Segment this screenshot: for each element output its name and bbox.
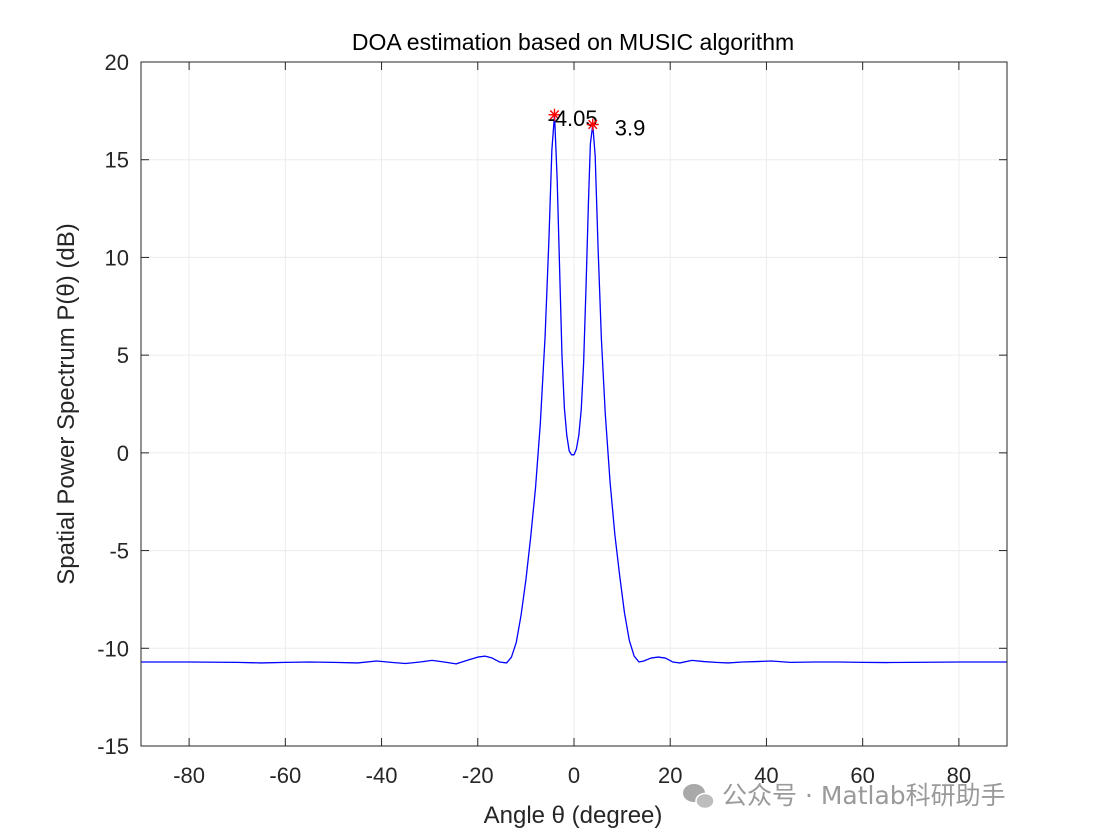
peak-marker	[586, 118, 599, 131]
spectrum-line	[141, 114, 1007, 665]
x-tick-label: 40	[754, 763, 778, 788]
y-tick-label: -10	[97, 636, 129, 661]
peak-label: -4.05	[548, 106, 598, 131]
x-tick-label: 80	[947, 763, 971, 788]
x-tick-label: -80	[173, 763, 205, 788]
y-tick-label: -15	[97, 734, 129, 759]
watermark-text: 公众号 · Matlab科研助手	[722, 781, 1006, 810]
watermark: 公众号 · Matlab科研助手	[683, 781, 1006, 810]
x-tick-label: 20	[658, 763, 682, 788]
peak-label: 3.9	[615, 116, 646, 141]
y-tick-label: 0	[117, 441, 129, 466]
y-tick-label: 15	[105, 148, 129, 173]
x-tick-label: -40	[366, 763, 398, 788]
y-tick-label: 5	[117, 343, 129, 368]
chart-title: DOA estimation based on MUSIC algorithm	[352, 29, 794, 55]
x-axis-label: Angle θ (degree)	[484, 802, 663, 829]
y-tick-label: -5	[109, 539, 129, 564]
peak-markers: -4.05 3.9	[548, 106, 646, 141]
y-tick-label: 20	[105, 50, 129, 75]
y-ticks: -15 -10 -5 0 5 10 15 20	[97, 50, 1007, 759]
x-tick-label: -60	[269, 763, 301, 788]
peak-marker	[548, 108, 561, 121]
wechat-icon	[683, 784, 715, 810]
x-tick-label: -20	[462, 763, 494, 788]
x-tick-label: 60	[850, 763, 874, 788]
y-tick-label: 10	[105, 245, 129, 270]
x-tick-label: 0	[568, 763, 580, 788]
y-axis-label: Spatial Power Spectrum P(θ) (dB)	[53, 223, 80, 584]
series-layer	[141, 114, 1007, 665]
x-ticks: -80 -60 -40 -20 0 20 40 60 80	[173, 62, 971, 788]
